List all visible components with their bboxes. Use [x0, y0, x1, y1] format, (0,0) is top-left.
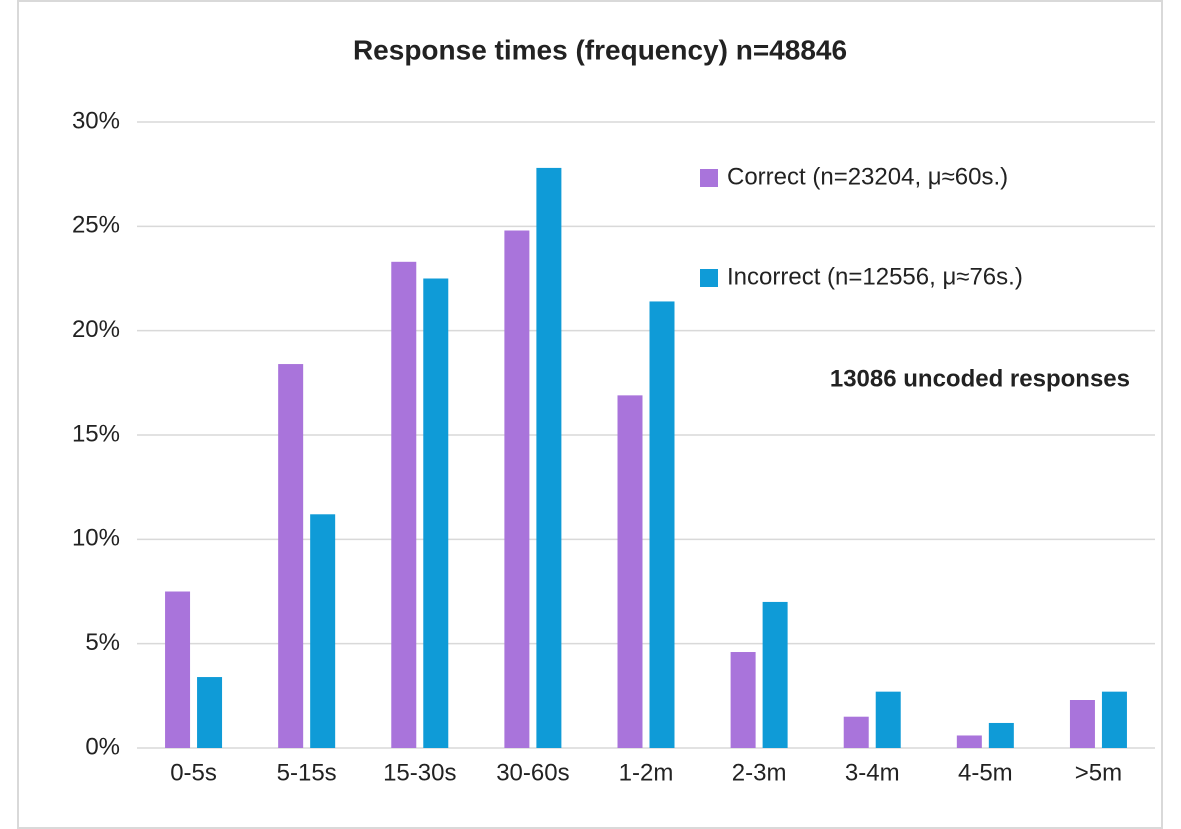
legend-swatch	[700, 169, 718, 187]
x-tick-label: 15-30s	[383, 759, 456, 786]
bar	[165, 591, 191, 748]
x-tick-label: 5-15s	[277, 759, 337, 786]
y-tick-label: 5%	[85, 629, 120, 656]
bar	[504, 230, 530, 749]
bar	[988, 722, 1014, 748]
y-tick-label: 25%	[72, 212, 120, 239]
bar	[423, 278, 449, 748]
y-tick-label: 0%	[85, 733, 120, 760]
bar	[875, 691, 901, 748]
y-tick-label: 30%	[72, 107, 120, 134]
y-tick-label: 20%	[72, 316, 120, 343]
legend-swatch	[700, 269, 718, 287]
bar	[843, 716, 869, 748]
y-tick-label: 15%	[72, 420, 120, 447]
chart-title: Response times (frequency) n=48846	[353, 34, 847, 65]
bar	[617, 395, 643, 748]
x-tick-label: 2-3m	[732, 759, 787, 786]
y-tick-label: 10%	[72, 525, 120, 552]
bar	[197, 677, 223, 748]
x-tick-label: 0-5s	[170, 759, 217, 786]
bar	[310, 514, 336, 748]
bar	[278, 364, 304, 748]
bar	[391, 261, 417, 748]
bar	[730, 652, 756, 748]
x-tick-label: 1-2m	[619, 759, 674, 786]
bar	[762, 601, 788, 748]
bar	[649, 301, 675, 748]
legend-label: Correct (n=23204, μ≈60s.)	[727, 163, 1008, 190]
bar	[1069, 700, 1095, 748]
x-tick-label: 4-5m	[958, 759, 1013, 786]
bar	[1101, 691, 1127, 748]
bar	[536, 167, 562, 748]
x-tick-label: 30-60s	[496, 759, 569, 786]
legend-label: Incorrect (n=12556, μ≈76s.)	[727, 263, 1023, 290]
bar	[956, 735, 982, 748]
annotation: 13086 uncoded responses	[830, 365, 1130, 392]
x-tick-label: 3-4m	[845, 759, 900, 786]
x-tick-label: >5m	[1075, 759, 1122, 786]
